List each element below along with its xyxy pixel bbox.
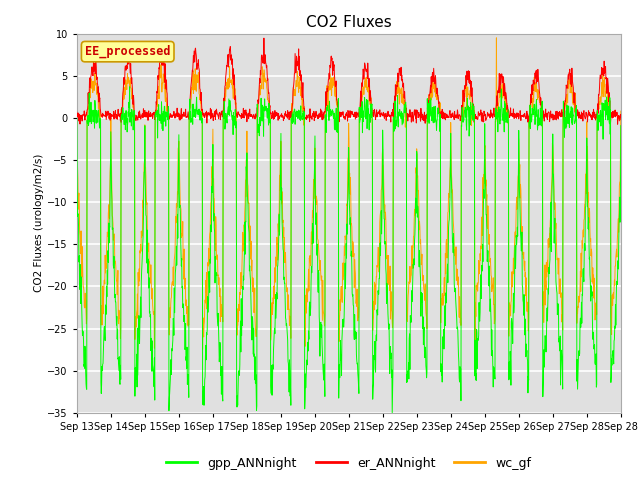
Text: EE_processed: EE_processed: [85, 45, 170, 58]
Legend: gpp_ANNnight, er_ANNnight, wc_gf: gpp_ANNnight, er_ANNnight, wc_gf: [161, 452, 536, 475]
Y-axis label: CO2 Fluxes (urology/m2/s): CO2 Fluxes (urology/m2/s): [35, 154, 44, 292]
Title: CO2 Fluxes: CO2 Fluxes: [306, 15, 392, 30]
